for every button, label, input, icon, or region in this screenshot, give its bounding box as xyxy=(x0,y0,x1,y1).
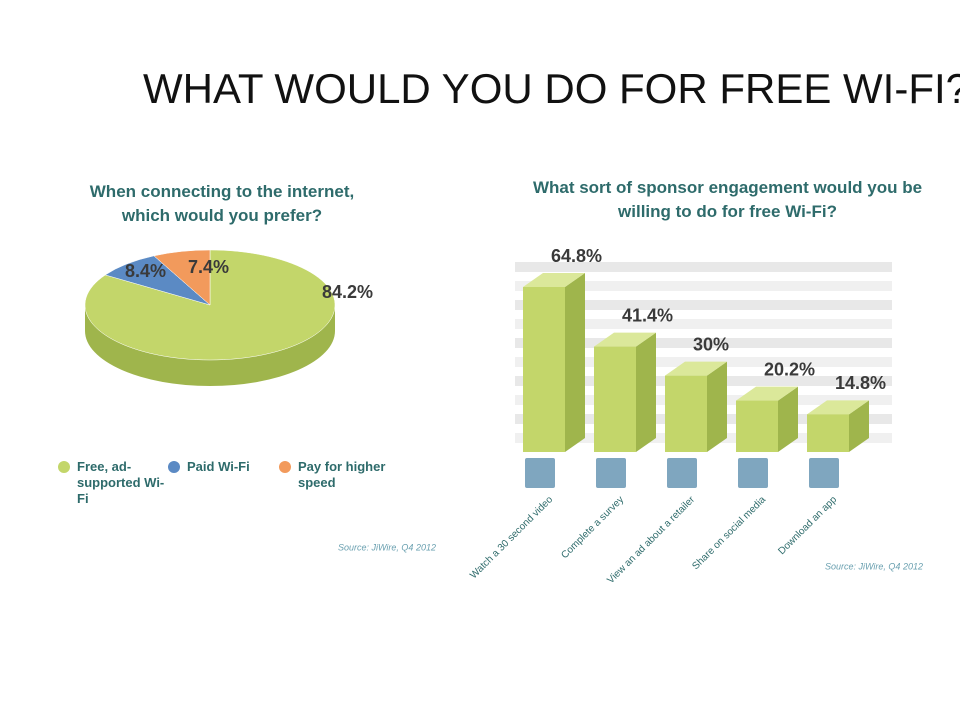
bar-top xyxy=(665,361,727,376)
data-label: 41.4% xyxy=(622,305,673,325)
source: Source: JiWire, Q4 2012 xyxy=(338,542,436,552)
bar-side xyxy=(849,400,869,452)
bar xyxy=(594,346,636,452)
bar-side xyxy=(707,361,727,452)
slide-title: WHAT WOULD YOU DO FOR FREE WI-FI? xyxy=(143,65,960,112)
data-label: 30% xyxy=(693,334,729,354)
data-label: 7.4% xyxy=(188,257,229,277)
bar-side xyxy=(636,332,656,452)
bar-top xyxy=(523,273,585,287)
category-icon xyxy=(525,458,555,488)
x-tick-label: Complete a survey xyxy=(559,494,626,561)
pie-title: When connecting to the internet, which w… xyxy=(89,182,355,225)
source: Source: JiWire, Q4 2012 xyxy=(825,561,923,571)
category-icon xyxy=(667,458,697,488)
bar-top xyxy=(594,332,656,347)
background-band xyxy=(515,300,892,310)
data-label: 20.2% xyxy=(764,359,815,379)
bar-title: What sort of sponsor engagement would yo… xyxy=(532,178,923,221)
data-label: 64.8% xyxy=(551,246,602,266)
bar xyxy=(807,414,849,452)
data-label: 8.4% xyxy=(125,261,166,281)
bar xyxy=(665,375,707,452)
bar-top xyxy=(736,386,798,401)
legend-swatch xyxy=(168,461,180,473)
bar xyxy=(736,400,778,452)
data-label: 14.8% xyxy=(835,373,886,393)
bar xyxy=(523,287,565,452)
category-icon xyxy=(596,458,626,488)
pie-side xyxy=(85,305,335,386)
x-tick-label: Download an app xyxy=(776,494,839,557)
bar-side xyxy=(778,386,798,452)
category-icon xyxy=(738,458,768,488)
x-tick-label: Share on social media xyxy=(690,494,768,572)
legend-swatch xyxy=(279,461,291,473)
category-icon xyxy=(809,458,839,488)
background-band xyxy=(515,319,892,329)
bar-top xyxy=(807,400,869,415)
bar-side xyxy=(565,273,585,452)
x-tick-label: Watch a 30 second video xyxy=(468,494,555,581)
background-band xyxy=(515,281,892,291)
background-band xyxy=(515,262,892,272)
legend-label: Pay for higher speed xyxy=(298,459,386,490)
legend-swatch xyxy=(58,461,70,473)
pie-slice xyxy=(153,249,211,306)
legend-label: Free, ad-supported Wi-Fi xyxy=(77,459,165,506)
data-label: 84.2% xyxy=(322,282,373,302)
background-band xyxy=(515,338,892,348)
legend-label: Paid Wi-Fi xyxy=(187,459,250,474)
